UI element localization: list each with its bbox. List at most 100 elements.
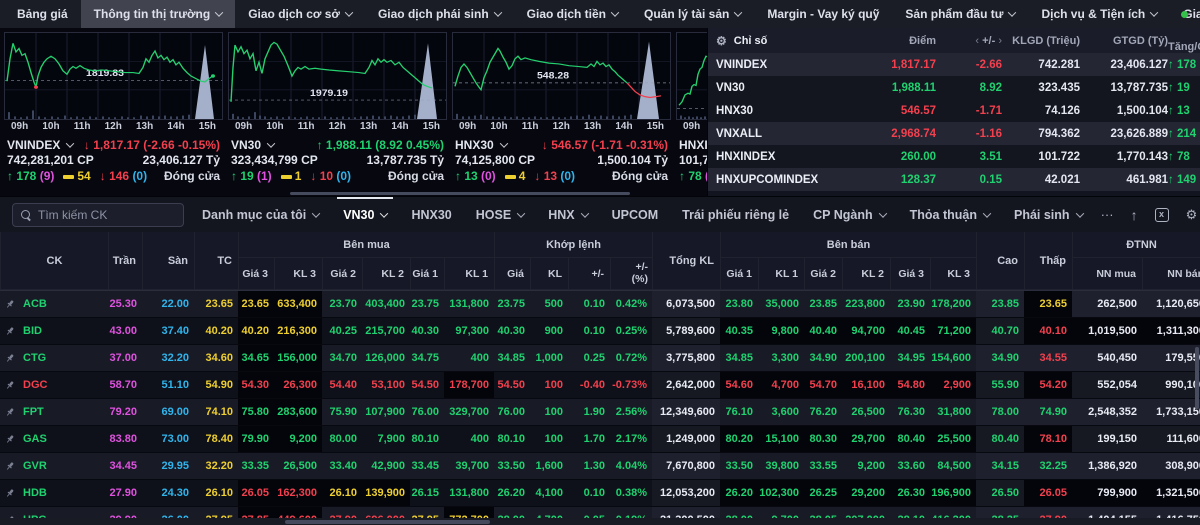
- col-ck[interactable]: CK: [0, 232, 108, 290]
- col-mua-gia2[interactable]: Giá 2: [322, 258, 362, 290]
- price-row-acb[interactable]: ACB 25.30 22.00 23.65 23.65 633,400 23.70 403,4…: [0, 291, 1200, 318]
- cell-khop-chg: 1.70: [583, 433, 605, 445]
- tab-upcom[interactable]: UPCOM: [612, 197, 659, 232]
- price-row-bid[interactable]: BID 43.00 37.40 40.20 40.20 216,300 40.25 215,7…: [0, 318, 1200, 345]
- price-row-fpt[interactable]: FPT 79.20 69.00 74.10 75.80 283,600 75.90 107,9…: [0, 399, 1200, 426]
- tab-hnx[interactable]: HNX: [548, 197, 589, 232]
- x-axis-label: 10h: [490, 121, 508, 132]
- price-row-gas[interactable]: GAS 83.80 73.00 78.40 79.90 9,200 80.00 7,900 80…: [0, 426, 1200, 453]
- cell-ban-gia2: 33.55: [809, 460, 837, 472]
- pin-icon[interactable]: [0, 453, 20, 479]
- search-input[interactable]: [38, 207, 175, 222]
- horizontal-scrollbar-thumb[interactable]: [285, 520, 490, 524]
- chart-symbol-selector[interactable]: HNXINDEX: [679, 138, 707, 152]
- nav-item-0[interactable]: Bảng giá: [4, 0, 81, 28]
- tab-vn30[interactable]: VN30: [337, 197, 394, 232]
- index-row-hnx30[interactable]: HNX30 546.57 -1.71 74.126 1,500.104↑ 134↓ 13: [708, 99, 1200, 122]
- col-ban-gia3[interactable]: Giá 3: [890, 258, 930, 290]
- cell-mua-gia1: 40.30: [411, 325, 439, 337]
- pin-icon[interactable]: [0, 426, 20, 452]
- col-nn-mua[interactable]: NN mua: [1072, 258, 1142, 290]
- chart-symbol-selector[interactable]: VNINDEX: [7, 138, 75, 152]
- col-khop-gia[interactable]: Giá: [494, 258, 530, 290]
- col-mua-kl3[interactable]: KL 3: [274, 258, 322, 290]
- excel-export-icon[interactable]: x: [1154, 207, 1169, 222]
- col-mua-kl1[interactable]: KL 1: [444, 258, 494, 290]
- cell-cao: 26.50: [976, 480, 1024, 506]
- col-tran[interactable]: Trần: [108, 232, 142, 290]
- pin-icon[interactable]: [0, 291, 20, 317]
- col-ban-kl1[interactable]: KL 1: [758, 258, 804, 290]
- pin-icon[interactable]: [0, 318, 20, 344]
- price-row-ctg[interactable]: CTG 37.00 32.20 34.60 34.65 156,000 34.70 126,0…: [0, 345, 1200, 372]
- settings-gear-icon[interactable]: ⚙: [1185, 207, 1198, 222]
- col-ban-gia2[interactable]: Giá 2: [804, 258, 842, 290]
- tab-th-a-thu-n[interactable]: Thỏa thuận: [910, 197, 992, 232]
- nav-item-5[interactable]: Quản lý tài sản: [631, 0, 754, 28]
- chart-symbol-selector[interactable]: VN30: [231, 138, 276, 152]
- col-ban-gia1[interactable]: Giá 1: [720, 258, 758, 290]
- cell-ban-kl2: 16,100: [842, 372, 890, 398]
- index-col-gtgd[interactable]: GTGD (Tỷ): [1113, 34, 1168, 47]
- index-row-vnxall[interactable]: VNXALL 2,968.74 -1.16 794.362 23,626.889 ↑ 21…: [708, 122, 1200, 145]
- col-ban-kl2[interactable]: KL 2: [842, 258, 890, 290]
- nav-item-8[interactable]: Dịch vụ & Tiện ích: [1028, 0, 1170, 28]
- col-tong-kl[interactable]: Tổng KL: [652, 232, 720, 290]
- col-mua-gia1[interactable]: Giá 1: [410, 258, 444, 290]
- index-row-vnindex[interactable]: VNINDEX 1,817.17 -2.66 742.281 23,406.127 ↑ 1…: [708, 53, 1200, 76]
- pin-icon[interactable]: [0, 507, 20, 518]
- price-row-hpg[interactable]: HPG29.9026.0027.9527.85449,60027.90696,0…: [0, 507, 1200, 518]
- nav-item-1[interactable]: Thông tin thị trường: [80, 0, 236, 28]
- chart-total-value: 13,787.735 Tỷ: [366, 153, 444, 167]
- tab-cp-ng-nh[interactable]: CP Ngành: [813, 197, 887, 232]
- tab-danh-m-c-c-a-t-i[interactable]: Danh mục của tôi: [202, 197, 321, 232]
- nav-item-6[interactable]: Margin - Vay ký quỹ: [754, 0, 892, 28]
- pin-icon[interactable]: [0, 372, 20, 398]
- index-row-hnxindex[interactable]: HNXINDEX 260.00 3.51 101.722 1,770.143↑ 7863…: [708, 145, 1200, 168]
- charts-scrollbar-thumb[interactable]: [290, 192, 630, 195]
- advancers-count: ↑ 78 (0): [679, 169, 707, 183]
- nav-item-9[interactable]: Giao diện của tôi: [1170, 0, 1200, 28]
- tab-hnx30[interactable]: HNX30: [411, 197, 451, 232]
- nav-item-3[interactable]: Giao dịch phái sinh: [365, 0, 514, 28]
- upload-icon[interactable]: ↑: [1130, 206, 1138, 223]
- col-san[interactable]: Sàn: [142, 232, 194, 290]
- index-gtgd: 1,770.143: [1116, 150, 1168, 163]
- pin-icon[interactable]: [0, 480, 20, 506]
- index-gtgd: 1,500.104: [1116, 104, 1168, 117]
- price-row-hdb[interactable]: HDB 27.90 24.30 26.10 26.05 162,300 26.10 139,9…: [0, 480, 1200, 507]
- horizontal-scrollbar[interactable]: [0, 518, 1200, 525]
- tab-tr-i-phi-u-ri-ng-l-[interactable]: Trái phiếu riêng lẻ: [682, 197, 789, 232]
- pin-icon[interactable]: [0, 345, 20, 371]
- index-row-hnxupcomindex[interactable]: HNXUPCOMINDEX 128.37 0.15 42.021 461.981 ↑ 14…: [708, 168, 1200, 191]
- col-khop-change-pct[interactable]: +/- (%): [610, 258, 652, 290]
- index-col-klgd[interactable]: KLGD (Triệu): [1012, 34, 1080, 47]
- col-thap[interactable]: Thấp: [1024, 232, 1072, 290]
- price-row-dgc[interactable]: DGC 58.70 51.10 54.90 54.30 26,300 54.40 53,100…: [0, 372, 1200, 399]
- table-scrollbar-thumb[interactable]: [1195, 347, 1199, 409]
- cell-tong-kl: 5,789,600: [652, 318, 720, 344]
- nav-item-7[interactable]: Sản phẩm đầu tư: [892, 0, 1028, 28]
- tab-hose[interactable]: HOSE: [476, 197, 526, 232]
- col-ban-kl3[interactable]: KL 3: [930, 258, 976, 290]
- index-col-change[interactable]: ‹ +/- ›: [975, 34, 1002, 47]
- col-tc[interactable]: TC: [194, 232, 238, 290]
- col-khop-kl[interactable]: KL: [530, 258, 568, 290]
- pin-icon[interactable]: [0, 399, 20, 425]
- col-mua-kl2[interactable]: KL 2: [362, 258, 410, 290]
- tab-ph-i-sinh[interactable]: Phái sinh: [1014, 197, 1084, 232]
- col-mua-gia3[interactable]: Giá 3: [238, 258, 274, 290]
- col-khop-change[interactable]: +/-: [568, 258, 610, 290]
- index-row-vn30[interactable]: VN30 1,988.11 8.92 323.435 13,787.735↑ 191↓ …: [708, 76, 1200, 99]
- gear-icon[interactable]: ⚙: [716, 33, 727, 48]
- col-cao[interactable]: Cao: [976, 232, 1024, 290]
- nav-item-2[interactable]: Giao dịch cơ sở: [235, 0, 365, 28]
- cell-mua-kl1: 97,300: [455, 325, 489, 337]
- search-box[interactable]: [12, 202, 184, 227]
- price-row-gvr[interactable]: GVR 34.45 29.95 32.20 33.35 26,500 33.40 42,900…: [0, 453, 1200, 480]
- index-col-point[interactable]: Điểm: [909, 34, 936, 47]
- nav-item-4[interactable]: Giao dịch tiền: [514, 0, 631, 28]
- chart-symbol-selector[interactable]: HNX30: [455, 138, 508, 152]
- col-nn-ban[interactable]: NN bán: [1142, 258, 1200, 290]
- more-menu-icon[interactable]: ···: [1100, 207, 1114, 222]
